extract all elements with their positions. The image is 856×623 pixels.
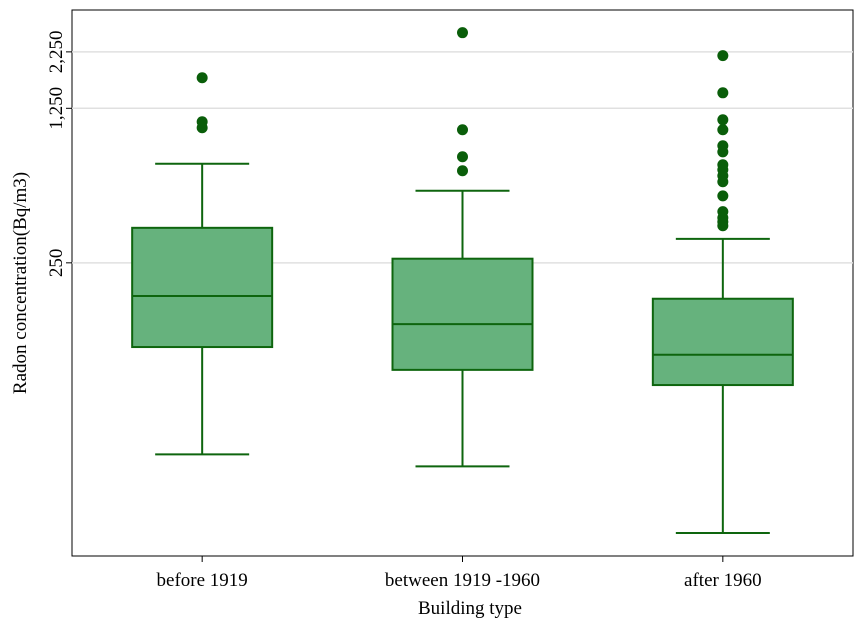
outlier (717, 87, 729, 99)
outlier (457, 151, 468, 163)
x-tick-label: before 1919 (157, 570, 248, 591)
box (651, 297, 794, 387)
box (391, 257, 534, 371)
x-tick-label: between 1919 -1960 (385, 570, 540, 591)
outlier (457, 165, 468, 177)
outlier (196, 72, 208, 84)
outlier (717, 124, 729, 136)
outlier (717, 146, 729, 158)
outlier (717, 114, 729, 126)
outlier (457, 27, 468, 39)
outlier (717, 176, 729, 188)
y-tick-label: 2,250 (46, 30, 67, 73)
y-axis-title: Radon concentration(Bq/m3) (10, 172, 31, 394)
outlier (457, 124, 468, 136)
outlier (196, 122, 208, 134)
x-axis-title: Building type (418, 598, 522, 619)
x-tick-label: after 1960 (684, 570, 762, 591)
outlier (717, 220, 729, 232)
y-tick-label: 1,250 (46, 87, 67, 130)
box (131, 226, 274, 349)
y-tick-label: 250 (46, 249, 67, 278)
outlier (717, 190, 729, 202)
outlier (717, 50, 729, 62)
